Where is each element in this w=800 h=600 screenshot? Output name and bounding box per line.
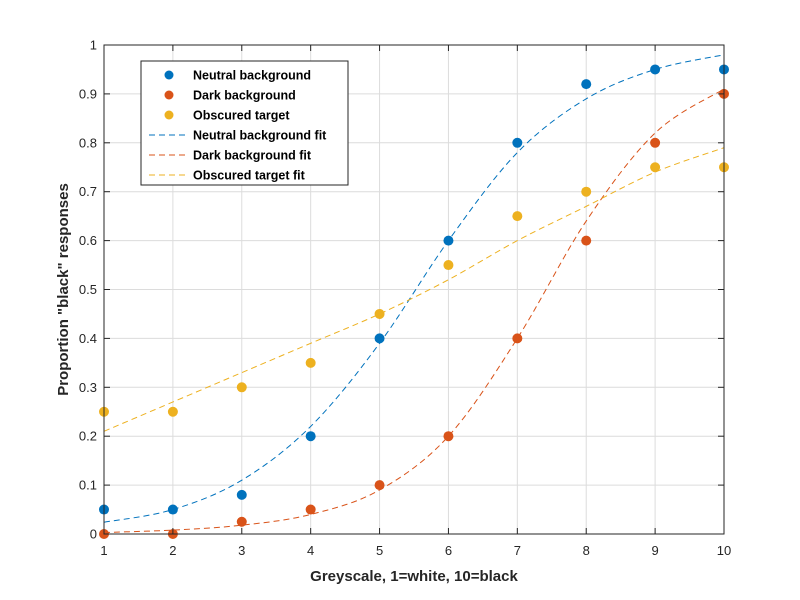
data-point-dark-background xyxy=(236,516,247,527)
data-point-obscured-target xyxy=(443,260,454,271)
legend-label-obscured-target: Obscured target xyxy=(193,109,290,123)
data-point-neutral-background xyxy=(512,137,523,148)
legend-marker-obscured-target xyxy=(164,110,174,120)
data-point-dark-background xyxy=(443,431,454,442)
x-axis-label: Greyscale, 1=white, 10=black xyxy=(310,568,518,585)
series-line-obscured-target-fit xyxy=(103,147,725,432)
data-point-neutral-background xyxy=(236,489,247,500)
data-point-neutral-background xyxy=(305,431,316,442)
legend-marker-neutral-background xyxy=(164,70,174,80)
series-line-neutral-background-fit xyxy=(103,54,725,523)
x-tick-label: 6 xyxy=(445,543,452,558)
data-point-obscured-target xyxy=(305,357,316,368)
data-point-obscured-target xyxy=(167,406,178,417)
y-tick-label: 0.6 xyxy=(79,233,97,248)
y-tick-label: 0.7 xyxy=(79,184,97,199)
x-tick-label: 8 xyxy=(583,543,590,558)
legend-box xyxy=(140,60,349,186)
data-point-dark-background xyxy=(650,137,661,148)
y-tick-label: 0.5 xyxy=(79,282,97,297)
data-point-neutral-background xyxy=(581,79,592,90)
data-point-obscured-target xyxy=(374,308,385,319)
legend: Neutral background Dark background Obscure… xyxy=(140,60,349,186)
data-points xyxy=(99,64,729,539)
data-point-dark-background xyxy=(305,504,316,515)
x-tick-label: 10 xyxy=(717,543,731,558)
y-tick-label: 0.9 xyxy=(79,86,97,101)
data-point-dark-background xyxy=(581,235,592,246)
legend-label-dark-background-fit: Dark background fit xyxy=(193,149,312,163)
y-tick-label: 0 xyxy=(90,527,97,542)
y-tick-label: 0.3 xyxy=(79,380,97,395)
x-tick-label: 4 xyxy=(307,543,314,558)
data-point-dark-background xyxy=(512,333,523,344)
legend-label-neutral-background-fit: Neutral background fit xyxy=(193,129,327,143)
data-point-obscured-target xyxy=(650,162,661,173)
y-tick-label: 0.2 xyxy=(79,429,97,444)
legend-label-neutral-background: Neutral background xyxy=(193,69,311,83)
legend-label-obscured-target-fit: Obscured target fit xyxy=(193,169,306,183)
y-tick-label: 0.1 xyxy=(79,478,97,493)
legend-marker-dark-background xyxy=(164,90,174,100)
x-tick-label: 3 xyxy=(238,543,245,558)
x-tick-label: 1 xyxy=(100,543,107,558)
x-tick-label: 7 xyxy=(514,543,521,558)
x-tick-label: 5 xyxy=(376,543,383,558)
legend-label-dark-background: Dark background xyxy=(193,89,296,103)
y-tick-label: 0.8 xyxy=(79,135,97,150)
x-tick-label: 9 xyxy=(651,543,658,558)
series-line-dark-background-fit xyxy=(103,88,725,534)
y-axis-label: Proportion "black" responses xyxy=(55,183,72,396)
x-tick-label: 2 xyxy=(169,543,176,558)
data-point-neutral-background xyxy=(374,333,385,344)
tick-labels: 1 2 3 4 5 6 7 8 9 10 0 0.1 0.2 0.3 0.4 0.5 0.6 0.7 0.8 0.9 1 xyxy=(79,38,731,559)
data-point-obscured-target xyxy=(581,186,592,197)
data-point-neutral-background xyxy=(167,504,178,515)
data-point-dark-background xyxy=(374,480,385,491)
fit-lines xyxy=(103,54,725,534)
data-point-obscured-target xyxy=(236,382,247,393)
ticks xyxy=(103,44,725,535)
y-tick-label: 0.4 xyxy=(79,331,97,346)
data-point-neutral-background xyxy=(650,64,661,75)
data-point-neutral-background xyxy=(443,235,454,246)
data-point-obscured-target xyxy=(512,211,523,222)
y-tick-label: 1 xyxy=(90,38,97,53)
